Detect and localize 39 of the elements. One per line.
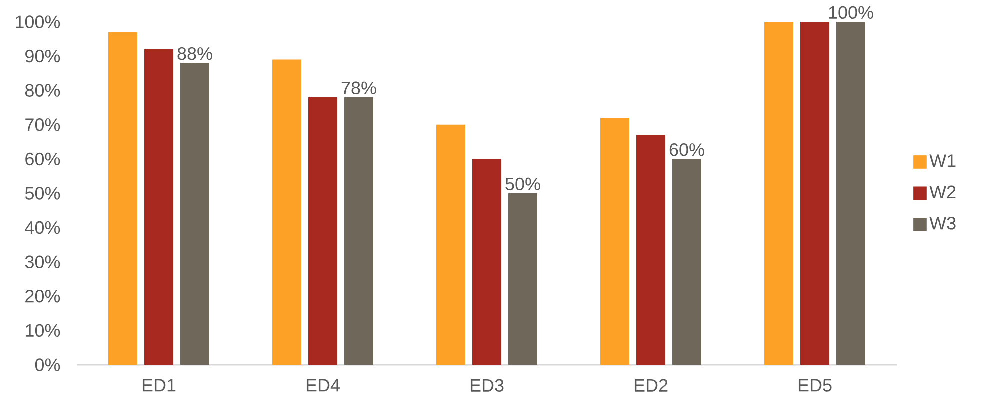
bar [836, 22, 866, 365]
legend-label: W1 [930, 154, 956, 168]
data-label: 78% [342, 82, 376, 95]
bar [472, 159, 502, 365]
bar [180, 63, 210, 365]
bar [144, 49, 174, 365]
bar [672, 159, 702, 365]
y-tick-label: 70% [26, 118, 60, 132]
bar [344, 97, 374, 365]
data-label: 60% [670, 144, 704, 156]
x-tick-label: ED5 [798, 379, 832, 392]
y-tick-label: 50% [25, 187, 60, 200]
x-tick-label: ED1 [142, 379, 176, 392]
bar [800, 22, 830, 365]
x-tick-label: ED2 [634, 379, 668, 392]
bar [764, 22, 794, 365]
y-tick-label: 60% [26, 152, 60, 166]
y-tick-label: 10% [26, 324, 60, 338]
x-tick-label: ED3 [470, 379, 504, 392]
legend-label: W3 [930, 217, 956, 230]
bar [636, 135, 666, 365]
bar [600, 118, 630, 365]
y-tick-label: 90% [26, 50, 60, 63]
bar [508, 194, 538, 365]
bar [436, 124, 466, 365]
bar [272, 60, 302, 365]
data-label: 88% [178, 47, 212, 60]
y-tick-label: 30% [25, 256, 60, 268]
legend-label: W2 [930, 186, 956, 198]
y-tick-label: 40% [25, 221, 60, 234]
bar [308, 97, 338, 365]
bar [108, 32, 138, 365]
y-tick-label: 80% [25, 84, 60, 97]
data-label: 50% [506, 178, 540, 191]
data-label: 100% [829, 6, 874, 20]
y-tick-label: 20% [26, 290, 60, 303]
y-tick-label: 100% [16, 16, 60, 28]
x-tick-label: ED4 [306, 379, 340, 392]
y-tick-label: 0% [35, 358, 60, 372]
